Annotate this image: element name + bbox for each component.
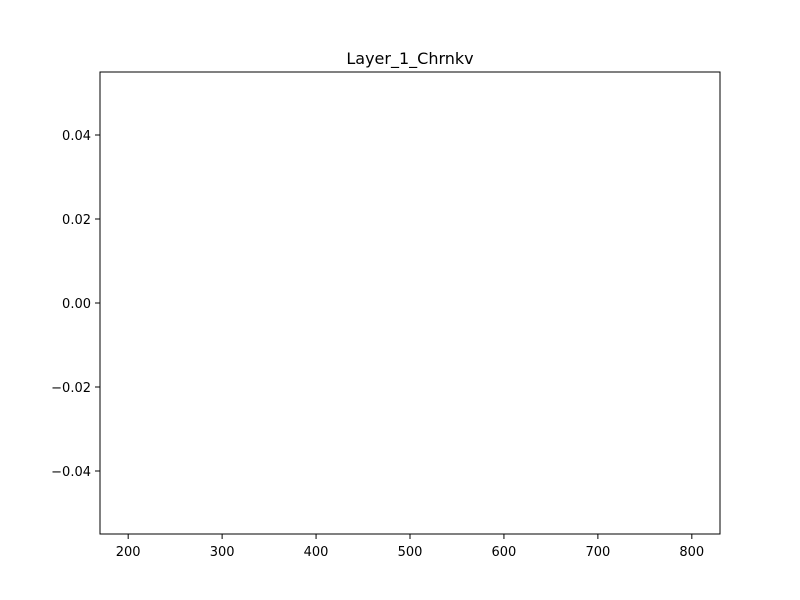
x-tick-label: 300 (210, 545, 235, 560)
y-axis: −0.04 −0.02 0.00 0.02 0.04 (51, 129, 100, 480)
x-tick-label: 500 (398, 545, 423, 560)
y-tick-label: 0.00 (62, 297, 91, 312)
x-tick-label: 400 (304, 545, 329, 560)
chart-title: Layer_1_Chrnkv (346, 49, 473, 69)
x-tick-label: 800 (679, 545, 704, 560)
y-tick-label: −0.02 (51, 381, 91, 396)
x-tick-label: 700 (585, 545, 610, 560)
x-tick-label: 200 (116, 545, 141, 560)
y-tick-label: −0.04 (51, 465, 91, 480)
x-tick-label: 600 (492, 545, 517, 560)
y-tick-label: 0.02 (62, 213, 91, 228)
y-tick-label: 0.04 (62, 129, 91, 144)
x-axis: 200 300 400 500 600 700 800 (116, 534, 704, 560)
